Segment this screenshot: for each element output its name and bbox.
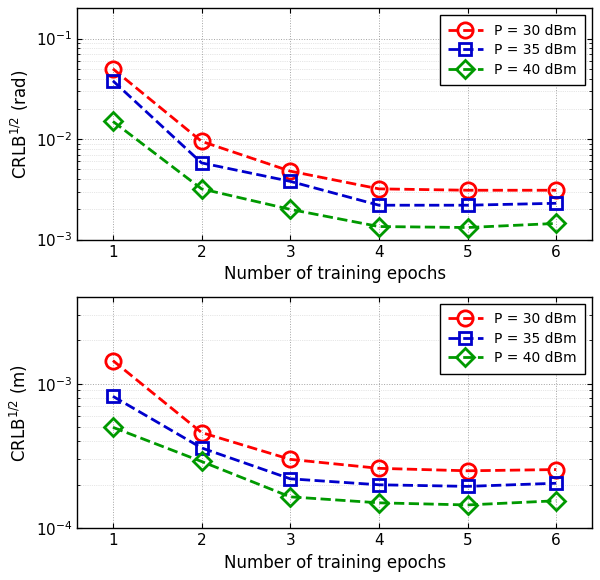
- P = 40 dBm: [287, 494, 294, 501]
- P = 35 dBm: [375, 481, 382, 488]
- P = 35 dBm: [464, 483, 471, 490]
- P = 35 dBm: [464, 202, 471, 209]
- Line: P = 40 dBm: P = 40 dBm: [107, 115, 562, 234]
- P = 30 dBm: [287, 168, 294, 175]
- Y-axis label: CRLB$^{1/2}$ (rad): CRLB$^{1/2}$ (rad): [8, 70, 31, 179]
- Line: P = 35 dBm: P = 35 dBm: [107, 390, 562, 492]
- P = 40 dBm: [109, 424, 116, 431]
- P = 30 dBm: [198, 429, 205, 436]
- P = 30 dBm: [109, 357, 116, 364]
- P = 35 dBm: [198, 444, 205, 451]
- P = 40 dBm: [464, 502, 471, 509]
- P = 30 dBm: [464, 187, 471, 194]
- P = 35 dBm: [553, 200, 560, 206]
- Line: P = 30 dBm: P = 30 dBm: [105, 353, 564, 478]
- P = 40 dBm: [109, 118, 116, 125]
- P = 30 dBm: [553, 466, 560, 473]
- P = 40 dBm: [287, 206, 294, 213]
- Legend: P = 30 dBm, P = 35 dBm, P = 40 dBm: P = 30 dBm, P = 35 dBm, P = 40 dBm: [440, 15, 585, 85]
- P = 40 dBm: [553, 497, 560, 504]
- P = 40 dBm: [375, 499, 382, 506]
- P = 40 dBm: [198, 458, 205, 465]
- P = 35 dBm: [287, 476, 294, 483]
- P = 35 dBm: [198, 160, 205, 166]
- P = 30 dBm: [375, 186, 382, 193]
- X-axis label: Number of training epochs: Number of training epochs: [224, 554, 446, 572]
- P = 35 dBm: [553, 480, 560, 487]
- P = 30 dBm: [375, 465, 382, 472]
- Line: P = 35 dBm: P = 35 dBm: [107, 75, 562, 212]
- P = 35 dBm: [109, 393, 116, 400]
- P = 35 dBm: [287, 178, 294, 185]
- P = 30 dBm: [198, 138, 205, 145]
- P = 40 dBm: [375, 223, 382, 230]
- P = 30 dBm: [109, 66, 116, 72]
- P = 30 dBm: [287, 456, 294, 463]
- P = 35 dBm: [109, 77, 116, 84]
- P = 40 dBm: [198, 186, 205, 193]
- P = 40 dBm: [464, 224, 471, 231]
- Line: P = 30 dBm: P = 30 dBm: [105, 61, 564, 198]
- P = 30 dBm: [553, 187, 560, 194]
- Y-axis label: CRLB$^{1/2}$ (m): CRLB$^{1/2}$ (m): [8, 364, 31, 462]
- Line: P = 40 dBm: P = 40 dBm: [107, 421, 562, 511]
- P = 35 dBm: [375, 202, 382, 209]
- X-axis label: Number of training epochs: Number of training epochs: [224, 265, 446, 283]
- P = 30 dBm: [464, 467, 471, 474]
- P = 40 dBm: [553, 220, 560, 227]
- Legend: P = 30 dBm, P = 35 dBm, P = 40 dBm: P = 30 dBm, P = 35 dBm, P = 40 dBm: [440, 304, 585, 374]
